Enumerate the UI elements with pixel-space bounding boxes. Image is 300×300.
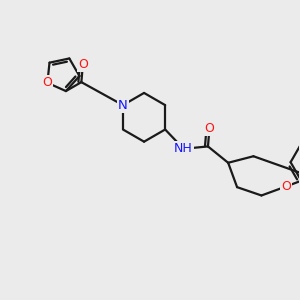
Text: O: O [43, 76, 52, 89]
Text: NH: NH [174, 142, 193, 155]
Text: O: O [205, 122, 214, 135]
Text: N: N [118, 99, 128, 112]
Text: O: O [281, 180, 291, 193]
Text: O: O [78, 58, 88, 71]
